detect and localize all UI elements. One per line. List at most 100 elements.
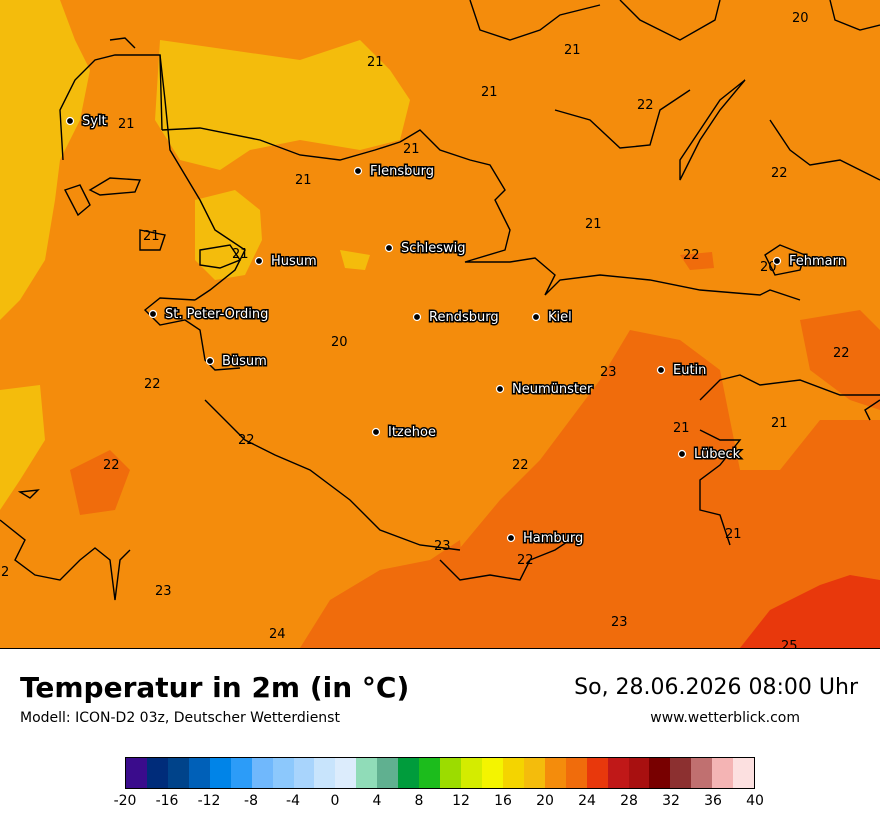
legend-swatch: [272, 758, 294, 788]
legend-tick-label: 0: [330, 793, 340, 809]
city-markers: Sylt Flensburg Schleswig Husum St. Peter…: [65, 113, 848, 548]
temp-label: 20: [792, 11, 809, 26]
temp-label: 23: [434, 539, 451, 554]
city-flensburg[interactable]: Flensburg: [353, 163, 435, 181]
legend-swatch: [733, 758, 755, 788]
legend-tick-label: 32: [662, 793, 680, 809]
city-label: Itzehoe: [388, 425, 436, 440]
temp-field-18-20-west: [0, 0, 90, 320]
city-itzehoe[interactable]: Itzehoe: [371, 424, 437, 442]
legend-tick-label: -4: [286, 793, 300, 809]
temp-label: 21: [232, 247, 249, 262]
legend-swatch: [586, 758, 608, 788]
city-dot: [65, 116, 75, 126]
city-neumuenster[interactable]: Neumünster: [495, 381, 594, 399]
legend-tick-label: -20: [113, 793, 137, 809]
legend-swatch: [607, 758, 629, 788]
city-husum[interactable]: Husum: [254, 253, 318, 271]
city-dot: [677, 449, 687, 459]
legend-swatch: [167, 758, 189, 788]
temp-label: 2: [1, 565, 9, 580]
city-label: Rendsburg: [429, 310, 499, 325]
temp-field-18-20-southwest: [0, 385, 45, 510]
temperature-labels: 20 21 21 21 22 21 21 21 21 22 21 21 20 2…: [1, 11, 850, 648]
temp-field-18-20-north: [155, 40, 410, 170]
legend-tick-label: 4: [372, 793, 382, 809]
city-dot: [353, 166, 363, 176]
legend-swatch: [440, 758, 461, 788]
city-schleswig[interactable]: Schleswig: [384, 240, 467, 258]
color-legend: [125, 757, 755, 789]
city-hamburg[interactable]: Hamburg: [506, 530, 585, 548]
legend-swatch: [335, 758, 357, 788]
city-label: Kiel: [548, 310, 572, 325]
legend-tick-label: 16: [494, 793, 512, 809]
model-info: Modell: ICON-D2 03z, Deutscher Wetterdie…: [20, 710, 340, 726]
city-luebeck[interactable]: Lübeck: [677, 446, 742, 464]
temp-label: 25: [781, 639, 798, 648]
legend-swatch: [356, 758, 378, 788]
legend-ticks: -20 -16 -12 -8 -4 0 4 8 12 16 20 24 28 32 36 40: [114, 793, 764, 813]
legend-swatch: [377, 758, 399, 788]
temp-label: 23: [600, 365, 617, 380]
legend-swatch: [126, 758, 147, 788]
legend-swatch: [293, 758, 315, 788]
temp-label: 20: [760, 260, 777, 275]
city-dot: [656, 365, 666, 375]
temp-label: 22: [512, 458, 529, 473]
legend-swatch: [502, 758, 524, 788]
legend-swatch: [691, 758, 713, 788]
legend-swatch: [712, 758, 734, 788]
website-link[interactable]: www.wetterblick.com: [650, 710, 800, 726]
temp-label: 21: [403, 142, 420, 157]
temperature-map: 20 21 21 21 22 21 21 21 21 22 21 21 20 2…: [0, 0, 880, 649]
legend-tick-label: 12: [452, 793, 470, 809]
city-dot: [772, 256, 782, 266]
city-dot: [205, 356, 215, 366]
temp-field-22-24-southeast: [420, 330, 880, 648]
city-label: Sylt: [82, 114, 107, 129]
temp-label: 22: [103, 458, 120, 473]
city-dot: [148, 309, 158, 319]
temp-field-22-24-south: [300, 540, 470, 648]
temp-label: 21: [118, 117, 135, 132]
legend-swatch: [419, 758, 441, 788]
temp-label: 21: [564, 43, 581, 58]
city-dot: [254, 256, 264, 266]
city-dot: [412, 312, 422, 322]
legend-swatch: [209, 758, 231, 788]
city-fehmarn[interactable]: Fehmarn: [772, 253, 848, 271]
legend-swatch: [565, 758, 587, 788]
city-eutin[interactable]: Eutin: [656, 362, 708, 380]
temp-label: 22: [637, 98, 654, 113]
legend-swatch: [398, 758, 420, 788]
temp-label: 22: [517, 553, 534, 568]
legend-swatch: [544, 758, 566, 788]
city-st-peter-ording[interactable]: St. Peter-Ording: [148, 306, 270, 324]
legend-swatch: [251, 758, 273, 788]
temp-label: 21: [481, 85, 498, 100]
temp-field-22-24-east: [800, 310, 880, 410]
map-canvas: 20 21 21 21 22 21 21 21 21 22 21 21 20 2…: [0, 0, 880, 648]
temp-label: 21: [367, 55, 384, 70]
city-label: Fehmarn: [789, 254, 846, 269]
city-sylt[interactable]: Sylt: [65, 113, 108, 131]
legend-tick-label: 28: [620, 793, 638, 809]
legend-swatch: [314, 758, 336, 788]
temp-label: 22: [771, 166, 788, 181]
city-rendsburg[interactable]: Rendsburg: [412, 309, 500, 327]
legend-swatch: [523, 758, 545, 788]
temp-label: 22: [833, 346, 850, 361]
temp-label: 22: [683, 248, 700, 263]
temp-label: 21: [673, 421, 690, 436]
city-label: Neumünster: [512, 382, 593, 397]
temp-label: 21: [295, 173, 312, 188]
map-title: Temperatur in 2m (in °C): [20, 671, 410, 704]
legend-tick-label: -16: [155, 793, 179, 809]
coastlines: [0, 0, 880, 601]
city-kiel[interactable]: Kiel: [531, 309, 573, 327]
temp-label: 23: [155, 584, 172, 599]
temp-field-24-26: [740, 575, 880, 648]
city-buesum[interactable]: Büsum: [205, 353, 268, 371]
city-label: Flensburg: [370, 164, 434, 179]
